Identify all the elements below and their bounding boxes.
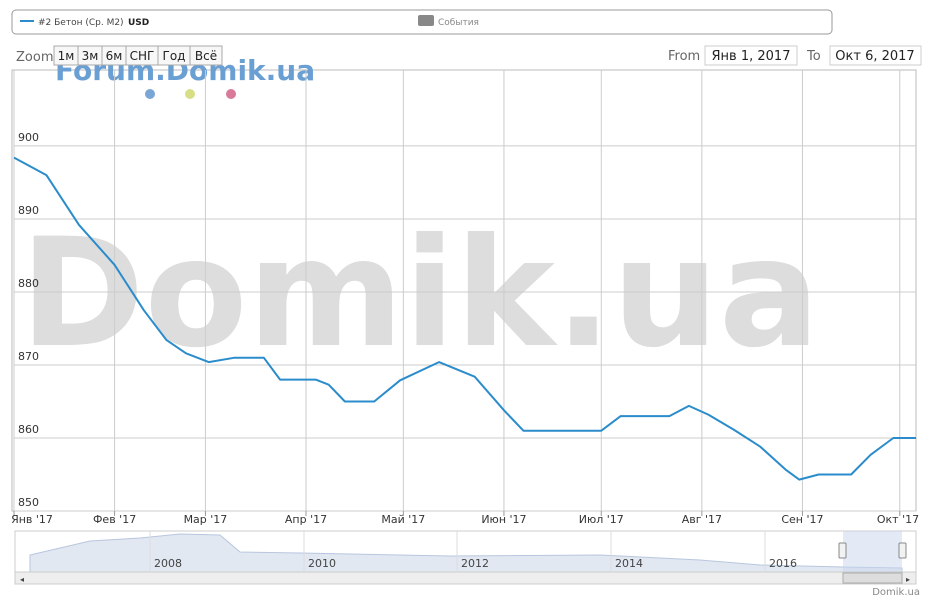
x-tick-label: Мар '17: [184, 513, 228, 526]
scroll-arrow[interactable]: ◂: [20, 575, 24, 584]
from-input[interactable]: [704, 45, 798, 66]
to-label: To: [806, 49, 821, 64]
range-button[interactable]: [189, 45, 223, 66]
x-tick-label: Фев '17: [93, 513, 136, 526]
from-label: From: [668, 49, 700, 64]
range-button-label[interactable]: 3м: [82, 49, 99, 63]
from-value[interactable]: Янв 1, 2017: [712, 49, 791, 64]
navigator-handle[interactable]: [838, 542, 847, 559]
navigator-year: 2014: [615, 557, 643, 570]
range-button-label[interactable]: Год: [163, 49, 186, 63]
y-tick-label: 850: [18, 496, 39, 509]
navigator-year: 2012: [461, 557, 489, 570]
to-value[interactable]: Окт 6, 2017: [835, 49, 914, 64]
dot: [226, 89, 236, 99]
navigator-handle[interactable]: [898, 542, 907, 559]
legend-currency: USD: [128, 18, 149, 28]
to-input[interactable]: [829, 45, 922, 66]
range-button-label[interactable]: 1м: [58, 49, 75, 63]
range-button-label[interactable]: Всё: [195, 49, 217, 63]
y-tick-label: 870: [18, 350, 39, 363]
x-tick-label: Авг '17: [682, 513, 722, 526]
y-tick-label: 890: [18, 204, 39, 217]
legend-events[interactable]: События: [438, 18, 479, 28]
x-tick-label: Сен '17: [781, 513, 823, 526]
navigator-year: 2008: [154, 557, 182, 570]
dot: [185, 89, 195, 99]
legend-item[interactable]: #2 Бетон (Ср. М2): [38, 18, 124, 28]
zoom-label: Zoom: [16, 50, 53, 65]
watermark-large: Domik.ua: [20, 207, 820, 381]
scrollbar[interactable]: [14, 571, 917, 585]
y-tick-label: 860: [18, 423, 39, 436]
navigator-selection[interactable]: [843, 531, 902, 572]
x-tick-label: Июл '17: [579, 513, 624, 526]
x-tick-label: Июн '17: [481, 513, 526, 526]
events-swatch: [418, 15, 434, 26]
x-tick-label: Окт '17: [877, 513, 919, 526]
x-tick-label: Апр '17: [285, 513, 327, 526]
range-button-label[interactable]: 6м: [106, 49, 123, 63]
credit[interactable]: Domik.ua: [872, 587, 920, 598]
scrollbar-thumb[interactable]: [842, 572, 903, 584]
y-tick-label: 900: [18, 131, 39, 144]
range-button-label[interactable]: СНГ: [130, 49, 155, 63]
x-tick-label: Янв '17: [11, 513, 53, 526]
dot: [145, 89, 155, 99]
y-tick-label: 880: [18, 277, 39, 290]
series-line: [13, 156, 916, 481]
x-tick-label: Май '17: [381, 513, 425, 526]
navigator-year: 2016: [769, 557, 797, 570]
navigator-year: 2010: [308, 557, 336, 570]
scroll-arrow[interactable]: ▸: [906, 575, 910, 584]
